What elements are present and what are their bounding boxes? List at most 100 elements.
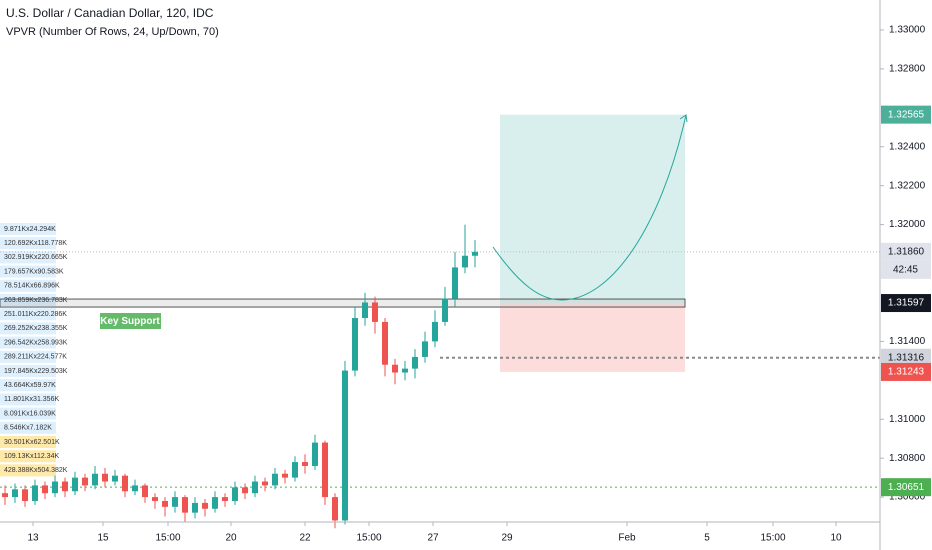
vpvr-row-bg [0,237,56,250]
candle-body [332,497,338,521]
candle-body [312,442,318,466]
price-badge [881,348,931,367]
price-badge-label: 1.30651 [888,482,925,493]
candle-body [262,481,268,486]
candle-body [422,341,428,357]
vpvr-row-label: 43.664Kx59.97K [4,382,56,389]
candle-body [292,462,298,478]
support-zone [0,298,686,308]
candle-body [412,356,418,369]
vpvr-row-bg [0,436,56,448]
x-tick-label: 15:00 [356,533,381,544]
projection-curve [492,114,687,301]
price-badge [881,242,931,261]
vpvr-row-bg [0,223,56,235]
vpvr-row-label: 302.919Kx220.665K [4,254,68,261]
price-badge-label: 1.31860 [888,246,925,257]
candle-body [162,500,168,507]
x-tick-label: 5 [704,533,710,544]
price-badge [881,105,931,124]
candle-body [32,485,38,501]
candle-body [402,368,408,373]
y-tick-label: 1.32200 [889,180,926,191]
countdown-badge [881,260,931,279]
candle-body [232,487,238,501]
candle-body [92,473,98,486]
y-tick-label: 1.30600 [889,492,926,503]
x-tick-label: 20 [225,533,237,544]
vpvr-row-bg [0,393,56,406]
y-tick-label: 1.32400 [889,141,926,152]
vpvr-row-label: 179.657Kx90.583K [4,268,64,275]
vpvr-row-bg [0,322,56,335]
candle-body [372,302,378,322]
indicator-label: VPVR (Number Of Rows, 24, Up/Down, 70) [6,26,219,38]
vpvr-row-bg [0,265,56,278]
y-tick-label: 1.30800 [889,453,926,464]
candle-body [42,485,48,494]
candle-body [52,481,58,494]
y-tick-label: 1.32800 [889,64,926,75]
candle-body [12,489,18,498]
candle-body [182,497,188,513]
projection-arrow [679,114,688,123]
price-badge [881,362,931,381]
vpvr-row-label: 120.692Kx118.778K [4,240,67,247]
candle-body [302,462,308,466]
profit-zone [500,114,685,304]
candle-body [322,442,328,498]
x-tick-label: 15:00 [155,533,180,544]
vpvr-row-label: 9.871Kx24.294K [4,226,56,233]
vpvr-row-label: 263.859Kx236.783K [4,297,68,304]
annotation: Key Support [100,316,160,327]
vpvr-row-label: 30.501Kx62.501K [4,439,60,446]
vpvr-row-label: 8.546Kx7.182K [4,425,52,432]
x-tick-label: 15:00 [760,533,785,544]
candle-body [112,475,118,482]
chart-title: U.S. Dollar / Canadian Dollar, 120, IDC [6,6,214,20]
vpvr-row-label: 78.514Kx66.896K [4,283,60,290]
vpvr-row-bg [0,350,56,363]
candle-body [442,298,448,322]
candle-body [202,502,208,509]
y-tick-label: 1.32000 [889,219,926,230]
candle-body [252,481,258,494]
vpvr-row-bg [0,450,56,463]
candle-body [222,497,228,501]
x-tick-label: 29 [501,533,513,544]
candle-body [22,489,28,501]
candle-body [352,318,358,371]
vpvr-row-bg [0,365,56,377]
candle-body [142,485,148,498]
vpvr-row-label: 428.388Kx504.382K [4,467,68,474]
vpvr-row-bg [0,421,56,434]
vpvr-row-label: 197.845Kx229.503K [4,368,68,375]
candle-body [452,267,458,299]
vpvr-row-label: 251.011Kx220.286K [4,311,67,318]
vpvr-row-label: 289.211Kx224.577K [4,354,67,361]
vpvr-row-bg [0,336,56,349]
candle-body [242,487,248,494]
y-tick-label: 1.33000 [889,25,926,36]
candle-body [72,477,78,492]
vpvr-row-label: 109.13Kx112.34K [4,453,59,460]
candle-body [462,255,468,268]
vpvr-row-bg [0,251,56,264]
candle-body [392,364,398,373]
candle-body [212,497,218,509]
y-tick-label: 1.31000 [889,414,926,425]
loss-zone [500,303,685,372]
candle-body [82,477,88,486]
countdown: 42:45 [893,264,918,275]
vpvr-row-bg [0,279,56,292]
vpvr-row-bg [0,294,56,306]
y-tick-label: 1.31400 [889,336,926,347]
candle-body [282,473,288,478]
candle-body [2,493,8,498]
x-tick-label: 13 [27,533,39,544]
candle-body [192,502,198,513]
candle-body [342,370,348,521]
candle-body [62,481,68,492]
candle-body [132,485,138,492]
candle-body [362,302,368,319]
